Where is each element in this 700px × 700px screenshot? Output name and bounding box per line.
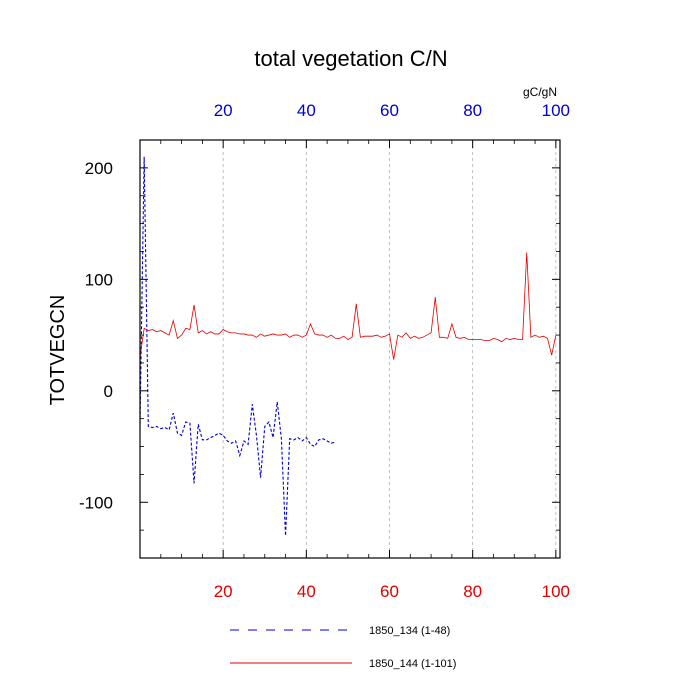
tick-labels-layer: 20 20 40 40 60 60 80 80 100 100 200 100 0 -100 bbox=[79, 101, 570, 601]
series-line-1 bbox=[139, 252, 557, 360]
y-tick-label: 100 bbox=[85, 270, 113, 289]
ticks-layer bbox=[140, 139, 560, 559]
y-tick-label: -100 bbox=[79, 493, 113, 512]
grid-layer bbox=[222, 140, 557, 558]
x-tick-label-top: 20 bbox=[214, 101, 233, 120]
series-layer bbox=[139, 156, 557, 536]
series-line-0 bbox=[139, 156, 336, 536]
x-tick-label-bottom: 40 bbox=[297, 582, 316, 601]
y-tick-label: 200 bbox=[85, 159, 113, 178]
x-tick-label-top: 60 bbox=[380, 101, 399, 120]
legend-label-0: 1850_134 (1-48) bbox=[369, 625, 450, 637]
x-tick-label-bottom: 60 bbox=[380, 582, 399, 601]
x-tick-label-bottom: 80 bbox=[463, 582, 482, 601]
y-axis-label: TOTVEGCN bbox=[47, 295, 69, 406]
x-tick-label-top: 100 bbox=[542, 101, 570, 120]
x-tick-label-top: 40 bbox=[297, 101, 316, 120]
top-axis-label: gC/gN bbox=[523, 85, 557, 99]
x-tick-label-bottom: 100 bbox=[542, 582, 570, 601]
x-tick-label-bottom: 20 bbox=[214, 582, 233, 601]
chart-title: total vegetation C/N bbox=[254, 46, 447, 71]
plot-frame bbox=[139, 139, 561, 559]
legend: 1850_134 (1-48) 1850_144 (1-101) bbox=[230, 625, 456, 670]
x-tick-label-top: 80 bbox=[463, 101, 482, 120]
legend-label-1: 1850_144 (1-101) bbox=[369, 658, 456, 670]
y-tick-label: 0 bbox=[104, 382, 113, 401]
